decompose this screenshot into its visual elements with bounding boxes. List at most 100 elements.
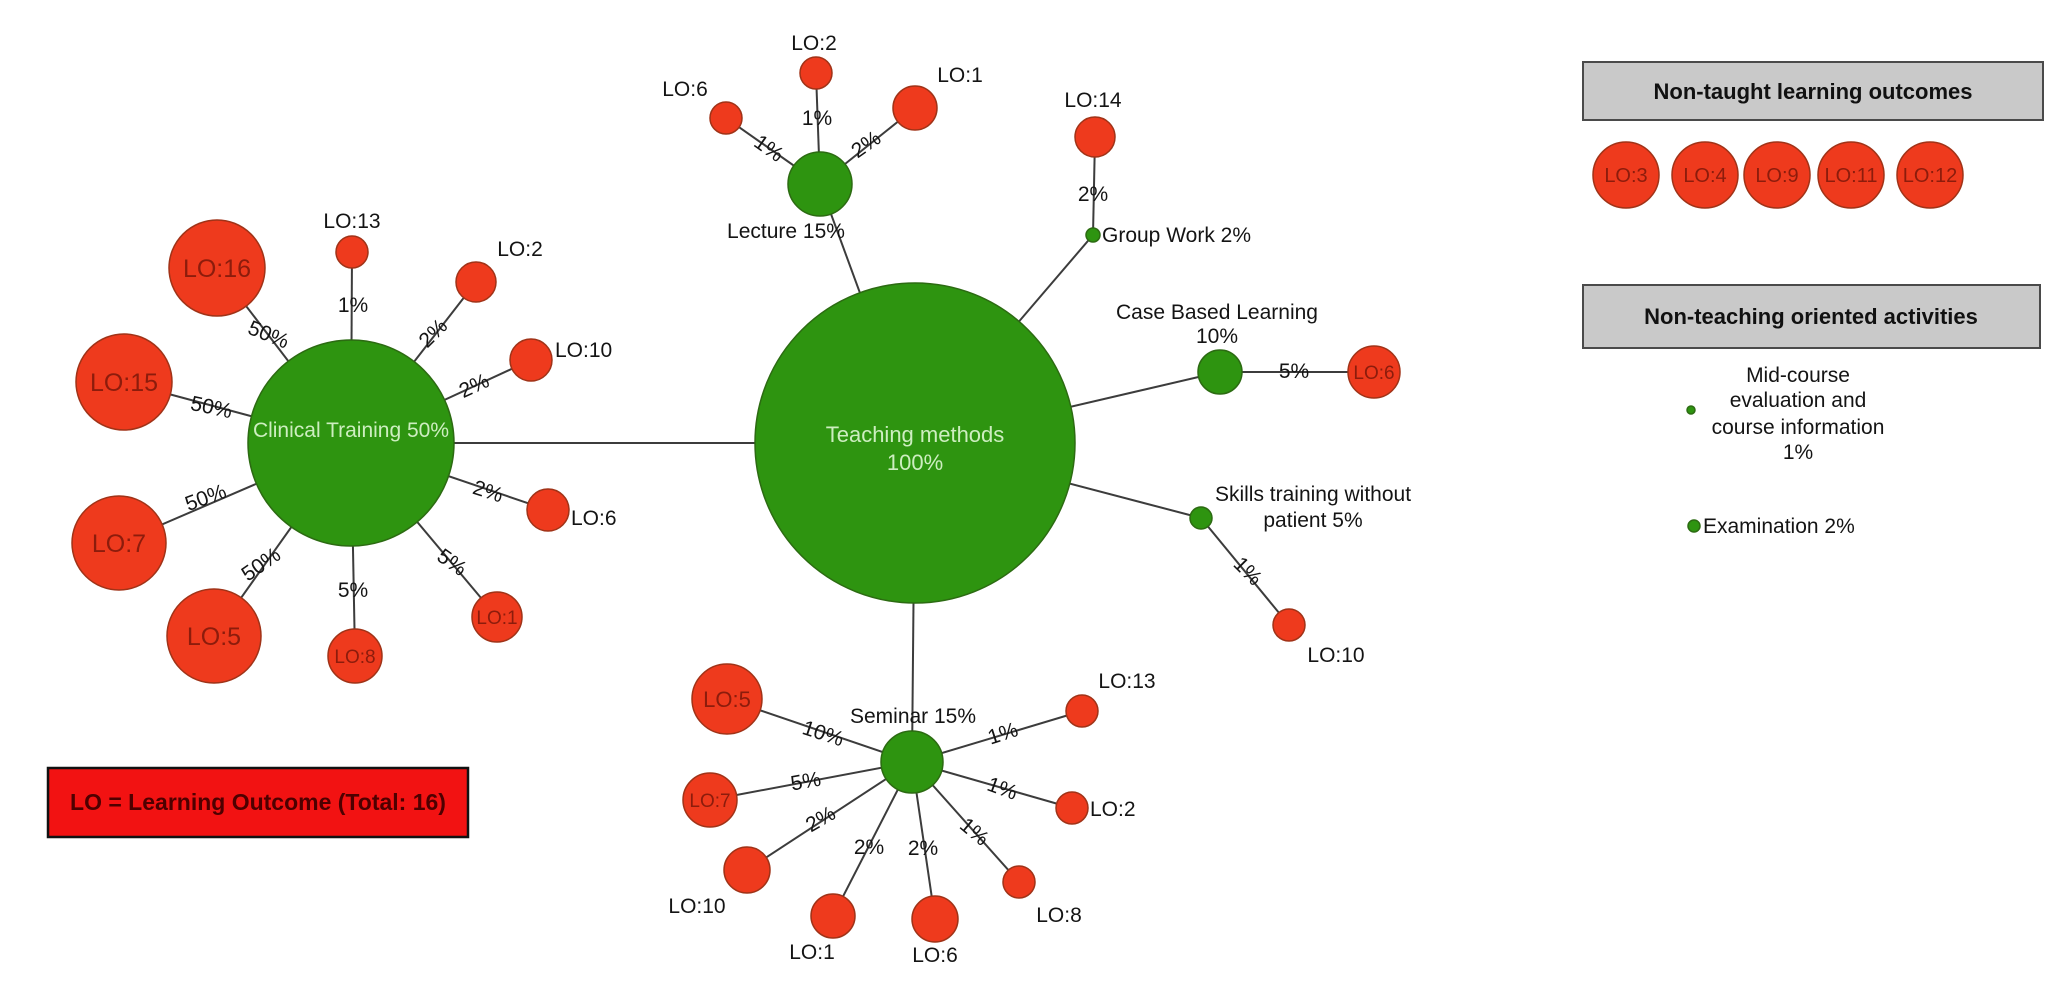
satellite-groupwork-lo14-label: LO:14 xyxy=(1064,89,1122,112)
satellite-seminar-lo10 xyxy=(723,846,771,894)
pct-clinical-lo15: 50% xyxy=(188,392,234,423)
legend-circle-lo11-label: LO:11 xyxy=(1825,165,1878,187)
midcourse-label-line4: 1% xyxy=(1783,441,1813,464)
pct-lecture-lo2: 1% xyxy=(802,107,832,130)
satellite-seminar-lo2 xyxy=(1055,791,1089,825)
satellite-seminar-lo7 xyxy=(682,772,738,828)
pct-clinical-lo16: 50% xyxy=(245,316,293,353)
midcourse-dot xyxy=(1686,405,1696,415)
node-group-work xyxy=(1085,227,1101,243)
pct-seminar-lo10: 2% xyxy=(802,802,840,837)
legend-non-teaching-title: Non-teaching oriented activities xyxy=(1644,304,1978,329)
pct-casebased-lo6: 5% xyxy=(1279,360,1309,383)
satellite-clinical-lo5 xyxy=(166,588,262,684)
satellite-lecture-lo6 xyxy=(709,101,743,135)
satellite-lecture-lo1-label: LO:1 xyxy=(937,64,983,87)
examination-dot xyxy=(1687,519,1701,533)
node-seminar xyxy=(880,730,944,794)
satellite-clinical-lo13 xyxy=(335,235,369,269)
satellite-clinical-lo15 xyxy=(75,333,173,431)
satellite-casebased-lo6 xyxy=(1347,345,1401,399)
satellite-lecture-lo2-label: LO:2 xyxy=(791,32,837,55)
group-work-label: Group Work 2% xyxy=(1102,224,1251,247)
midcourse-label-line1: Mid-course xyxy=(1746,364,1850,387)
pct-seminar-lo8: 1% xyxy=(955,813,993,850)
skills-label-line2: patient 5% xyxy=(1263,509,1362,532)
satellite-seminar-lo5-label: LO:5 xyxy=(703,687,751,712)
pct-clinical-lo8: 5% xyxy=(338,579,368,602)
satellite-seminar-lo10-label: LO:10 xyxy=(668,895,725,918)
satellite-seminar-lo13-label: LO:13 xyxy=(1098,670,1155,693)
legend-circle-lo4-label: LO:4 xyxy=(1683,165,1726,187)
satellite-clinical-lo1 xyxy=(471,591,523,643)
midcourse-label-line3: course information xyxy=(1712,416,1885,439)
pct-clinical-lo1: 5% xyxy=(433,545,471,581)
satellite-clinical-lo6 xyxy=(526,488,570,532)
lecture-label: Lecture 15% xyxy=(727,220,845,243)
satellite-lecture-lo6-label: LO:6 xyxy=(662,78,708,101)
clinical-training-label: Clinical Training 50% xyxy=(253,419,449,442)
satellite-seminar-lo5 xyxy=(691,663,763,735)
pct-seminar-lo6: 2% xyxy=(908,837,938,860)
edge-seminar-lo10 xyxy=(746,761,913,871)
legend-circle-lo4 xyxy=(1671,141,1739,209)
case-based-label-line1: Case Based Learning xyxy=(1116,301,1318,324)
skills-label-line1: Skills training without xyxy=(1215,483,1411,506)
satellite-clinical-lo7 xyxy=(71,495,167,591)
node-case-based-learning xyxy=(1197,349,1243,395)
satellite-clinical-lo2-label: LO:2 xyxy=(497,238,543,261)
legend-circle-lo3-label: LO:3 xyxy=(1604,165,1647,187)
pct-clinical-lo6: 2% xyxy=(470,476,506,507)
satellite-skills-lo10-label: LO:10 xyxy=(1307,644,1364,667)
satellite-skills-lo10 xyxy=(1272,608,1306,642)
satellite-seminar-lo6-label: LO:6 xyxy=(912,944,958,967)
satellite-clinical-lo13-label: LO:13 xyxy=(323,210,380,233)
pct-clinical-lo10: 2% xyxy=(456,369,493,403)
satellite-lecture-lo1 xyxy=(892,85,938,131)
satellite-seminar-lo13 xyxy=(1065,694,1099,728)
legend-non-taught-box xyxy=(1582,61,2044,121)
node-lecture xyxy=(787,151,853,217)
satellite-seminar-lo2-label: LO:2 xyxy=(1090,798,1136,821)
pct-seminar-lo7: 5% xyxy=(789,768,823,796)
edge-seminar-lo7 xyxy=(709,761,913,801)
case-based-label-line2: 10% xyxy=(1196,325,1238,348)
satellite-clinical-lo16 xyxy=(168,219,266,317)
pct-clinical-lo5: 50% xyxy=(237,543,285,586)
midcourse-label-line2: evaluation and xyxy=(1730,389,1867,412)
satellite-seminar-lo1 xyxy=(810,893,856,939)
teaching-methods-label-line2: 100% xyxy=(887,450,943,475)
satellite-seminar-lo6 xyxy=(911,895,959,943)
edge-skills-lo10 xyxy=(1200,517,1290,626)
satellite-clinical-lo10-label: LO:10 xyxy=(555,339,612,362)
note-box xyxy=(46,766,470,839)
satellite-seminar-lo1-label: LO:1 xyxy=(789,941,835,964)
legend-circle-lo9-label: LO:9 xyxy=(1755,165,1798,187)
legend-circle-lo3 xyxy=(1592,141,1660,209)
pct-seminar-lo5: 10% xyxy=(799,716,846,751)
satellite-clinical-lo1-label: LO:1 xyxy=(476,608,517,629)
satellite-groupwork-lo14 xyxy=(1074,116,1116,158)
satellite-seminar-lo8-label: LO:8 xyxy=(1036,904,1082,927)
satellite-clinical-lo8 xyxy=(327,628,383,684)
legend-circle-lo11 xyxy=(1817,141,1885,209)
pct-seminar-lo2: 1% xyxy=(984,773,1020,805)
satellite-clinical-lo5-label: LO:5 xyxy=(187,623,241,651)
node-teaching-methods xyxy=(754,282,1076,604)
node-skills-training xyxy=(1189,506,1213,530)
teaching-methods-label-line1: Teaching methods xyxy=(826,422,1005,447)
legend-non-teaching-box xyxy=(1582,284,2041,349)
satellite-clinical-lo6-label: LO:6 xyxy=(571,507,617,530)
satellite-casebased-lo6-label: LO:6 xyxy=(1353,363,1394,384)
satellite-clinical-lo15-label: LO:15 xyxy=(90,369,158,397)
pct-seminar-lo1: 2% xyxy=(854,836,884,859)
satellite-lecture-lo2 xyxy=(799,56,833,90)
legend-circle-lo9 xyxy=(1743,141,1811,209)
pct-clinical-lo7: 50% xyxy=(182,480,229,516)
legend-circle-lo12 xyxy=(1896,141,1964,209)
examination-label: Examination 2% xyxy=(1703,515,1855,538)
seminar-label: Seminar 15% xyxy=(850,705,976,728)
note-text: LO = Learning Outcome (Total: 16) xyxy=(70,789,446,815)
